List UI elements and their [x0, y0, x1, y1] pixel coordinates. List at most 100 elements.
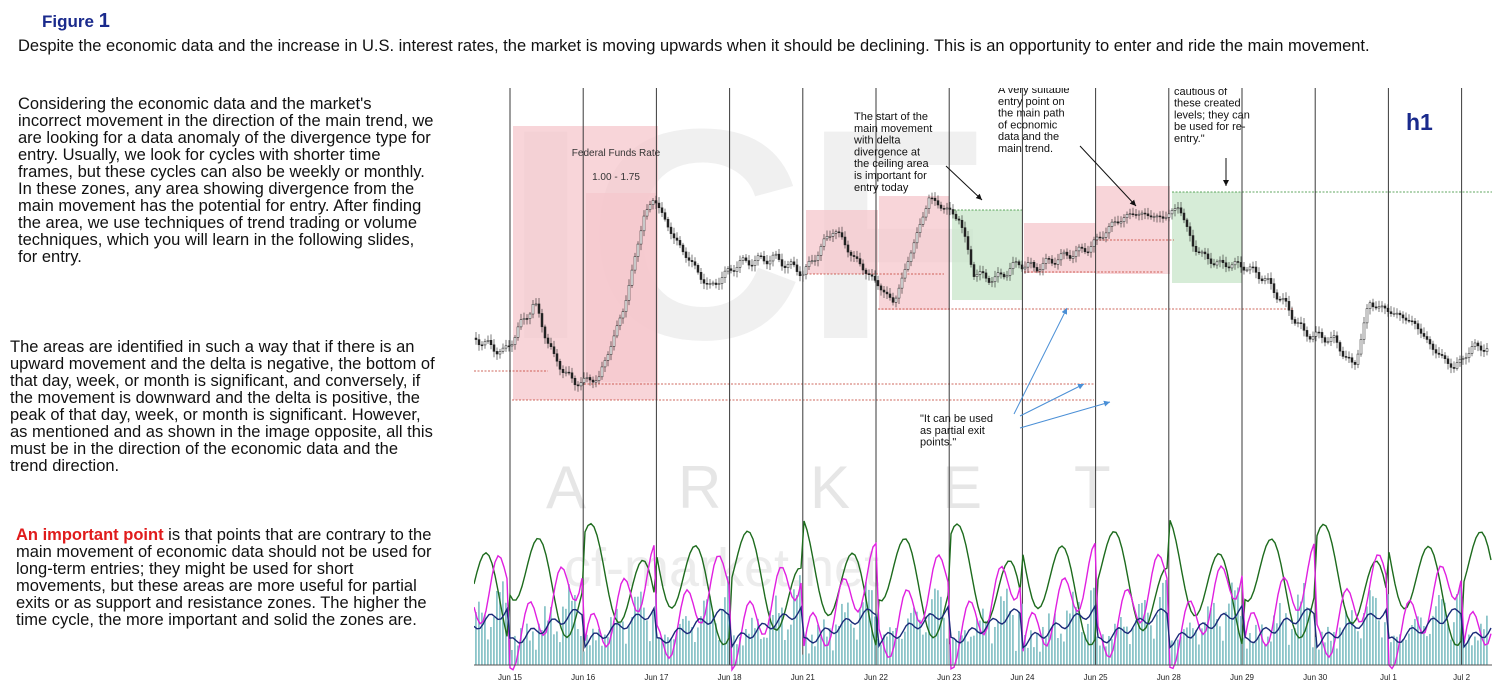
- volume-bar: [1162, 582, 1164, 665]
- volume-bar: [1300, 601, 1302, 665]
- volume-bar: [829, 628, 831, 665]
- candle-body: [669, 226, 673, 234]
- candle-body: [1110, 221, 1114, 227]
- candle-body: [1173, 208, 1177, 211]
- volume-bar: [1015, 650, 1017, 665]
- candle-body: [810, 260, 814, 263]
- volume-bar: [691, 627, 693, 665]
- candle-body: [1287, 301, 1291, 311]
- volume-bar: [484, 614, 486, 665]
- timeframe-label: h1: [1406, 109, 1433, 135]
- candle-body: [951, 209, 955, 215]
- volume-bar: [841, 603, 843, 665]
- candle-body: [1473, 342, 1477, 347]
- annotation-line: as partial exit: [920, 425, 985, 437]
- divergence-zone: [586, 193, 656, 382]
- volume-bar: [607, 636, 609, 665]
- candle-body: [801, 273, 805, 277]
- candle-body: [1470, 346, 1474, 354]
- candle-body: [1023, 266, 1027, 270]
- candle-body: [1302, 323, 1306, 331]
- candle-body: [804, 266, 808, 275]
- volume-bar: [1096, 636, 1098, 665]
- candles-layer: [474, 192, 1489, 392]
- candle-body: [1395, 312, 1399, 315]
- volume-bar: [1114, 623, 1116, 665]
- volume-bar: [1192, 628, 1194, 665]
- volume-bar: [1057, 638, 1059, 665]
- volume-bar: [604, 634, 606, 665]
- candle-body: [1368, 302, 1372, 309]
- candle-body: [1158, 215, 1162, 218]
- volume-bar: [1069, 613, 1071, 665]
- volume-bar: [886, 636, 888, 665]
- candle-body: [822, 238, 826, 247]
- volume-bar: [523, 638, 525, 665]
- volume-bar: [757, 618, 759, 665]
- volume-bar: [1390, 642, 1392, 665]
- candle-body: [1290, 309, 1294, 320]
- volume-bar: [1180, 636, 1182, 665]
- volume-bar: [535, 649, 537, 665]
- volume-bar: [1027, 647, 1029, 665]
- volume-bar: [916, 611, 918, 665]
- volume-bar: [865, 582, 867, 665]
- volume-bar: [1324, 642, 1326, 665]
- volume-bar: [1279, 603, 1281, 665]
- candle-body: [1479, 345, 1483, 351]
- volume-bar: [1429, 633, 1431, 665]
- volume-bar: [1219, 626, 1221, 665]
- candle-body: [1386, 307, 1390, 312]
- candle-body: [933, 197, 937, 201]
- candle-body: [1026, 262, 1030, 268]
- volume-bar: [1147, 612, 1149, 665]
- volume-bar: [856, 639, 858, 665]
- volume-bar: [1381, 637, 1383, 665]
- volume-bar: [748, 633, 750, 665]
- volume-bar: [571, 600, 573, 665]
- candle-body: [1425, 336, 1429, 340]
- volume-bar: [1459, 585, 1461, 665]
- volume-bar: [1006, 588, 1008, 665]
- x-tick-label: Jun 18: [718, 673, 743, 682]
- candle-body: [1254, 266, 1258, 273]
- candle-body: [1218, 259, 1222, 263]
- candle-body: [1431, 343, 1435, 350]
- candle-body: [927, 197, 931, 209]
- volume-bar: [805, 635, 807, 665]
- volume-bar: [781, 607, 783, 665]
- volume-bar: [1483, 629, 1485, 665]
- candle-body: [900, 277, 904, 289]
- candle-body: [1065, 251, 1069, 256]
- candle-body: [855, 256, 859, 259]
- volume-bar: [1339, 627, 1341, 665]
- volume-bar: [1060, 633, 1062, 665]
- candle-body: [1458, 358, 1462, 363]
- candle-body: [618, 317, 622, 327]
- candle-body: [840, 232, 844, 238]
- volume-bar: [1132, 628, 1134, 665]
- candle-body: [1296, 322, 1300, 324]
- candle-body: [1434, 349, 1438, 354]
- volume-bar: [1072, 591, 1074, 665]
- candle-body: [891, 297, 895, 303]
- volume-bar: [1255, 624, 1257, 665]
- candle-body: [1440, 354, 1444, 356]
- candle-body: [1278, 298, 1282, 301]
- volume-bar: [670, 639, 672, 665]
- volume-bar: [1135, 620, 1137, 665]
- volume-bar: [1003, 600, 1005, 665]
- candle-body: [633, 256, 637, 271]
- candle-body: [1314, 331, 1318, 337]
- candle-body: [531, 304, 535, 315]
- volume-bar: [1321, 631, 1323, 665]
- candle-body: [1311, 336, 1315, 340]
- annotation-line: entry today: [854, 182, 909, 194]
- volume-bar: [889, 627, 891, 665]
- volume-bar: [802, 654, 804, 665]
- candle-body: [960, 219, 964, 228]
- candle-body: [486, 340, 490, 342]
- candle-body: [1284, 297, 1288, 302]
- volume-bar: [1243, 637, 1245, 665]
